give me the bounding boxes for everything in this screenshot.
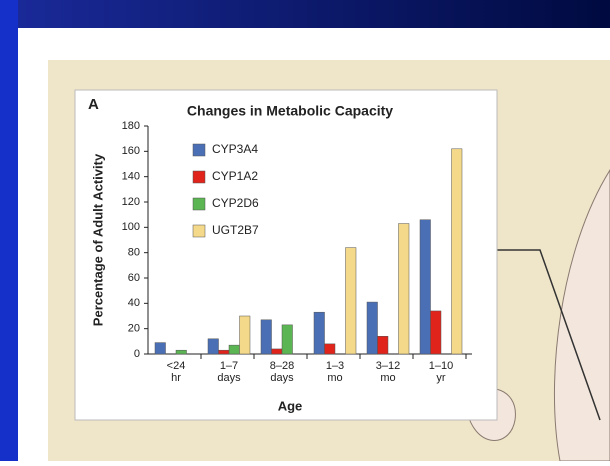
y-tick-label: 0 [134,348,140,360]
y-tick-label: 40 [128,297,140,309]
x-tick-label: 1–3 [326,360,344,372]
legend-swatch [192,170,206,184]
bar [154,342,166,355]
bar [260,319,272,355]
x-tick-label: mo [327,372,342,384]
bar [281,324,293,355]
left-band [0,0,18,461]
chart-title: Changes in Metabolic Capacity [187,103,393,119]
bar [324,343,336,355]
x-tick-label: 3–12 [376,360,400,372]
x-tick-label: 1–7 [220,360,238,372]
bar [175,349,187,355]
legend-label: CYP2D6 [212,196,259,210]
top-band [0,0,610,28]
y-tick-label: 80 [128,247,140,259]
bar [218,349,230,355]
bar [419,219,431,355]
y-tick-label: 100 [122,221,140,233]
y-tick-label: 60 [128,272,140,284]
bar [239,315,251,355]
x-tick-label: mo [380,372,395,384]
y-axis-label: Percentage of Adult Activity [90,153,105,326]
infant-illustration [553,169,610,462]
x-tick-label: <24 [167,360,186,372]
bar [366,301,378,355]
x-tick-label: days [270,372,294,384]
bar [228,344,240,355]
bar [398,223,410,355]
y-tick-label: 180 [122,120,140,132]
y-tick-label: 120 [122,196,140,208]
panel-label: A [88,96,99,113]
x-axis-label: Age [278,398,303,413]
x-tick-label: yr [436,372,446,384]
bar [313,311,325,355]
bar [271,348,283,355]
legend-label: CYP1A2 [212,169,258,183]
connector-line [497,249,601,421]
x-tick-label: hr [171,372,181,384]
x-tick-label: days [217,372,241,384]
y-tick-label: 20 [128,323,140,335]
legend-swatch [192,197,206,211]
bar [345,247,357,355]
x-tick-label: 8–28 [270,360,294,372]
bar [377,336,389,355]
bar [207,338,219,355]
y-tick-label: 160 [122,145,140,157]
legend-label: CYP3A4 [212,142,258,156]
legend-label: UGT2B7 [212,223,259,237]
bar [430,310,442,355]
legend-swatch [192,143,206,157]
legend-swatch [192,224,206,238]
bar [451,148,463,355]
y-tick-label: 140 [122,171,140,183]
x-tick-label: 1–10 [429,360,453,372]
